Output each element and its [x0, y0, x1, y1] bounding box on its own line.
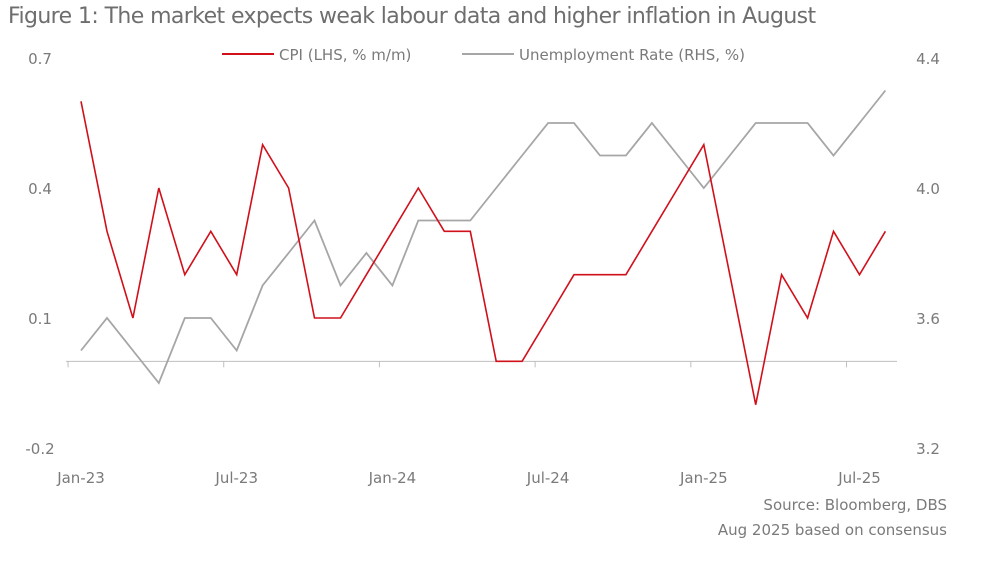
y-right-tick-label: 3.6: [916, 310, 940, 328]
chart-title: Figure 1: The market expects weak labour…: [8, 4, 816, 29]
y-left-tick-label: 0.7: [28, 50, 52, 68]
y-right-tick-label: 4.0: [916, 180, 940, 198]
y-left-tick-label: 0.1: [28, 310, 52, 328]
legend: CPI (LHS, % m/m) Unemployment Rate (RHS, …: [222, 46, 745, 64]
y-right-tick-label: 3.2: [916, 440, 940, 458]
source-note: Source: Bloomberg, DBS: [763, 496, 947, 514]
legend-cpi-label: CPI (LHS, % m/m): [279, 46, 411, 64]
y-left-tick-label: 0.4: [28, 180, 52, 198]
cpi-series-line: [80, 101, 887, 405]
x-tick-label: Jul-24: [526, 469, 570, 487]
x-tick-label: Jan-25: [679, 469, 728, 487]
x-tick-label: Jan-23: [56, 469, 105, 487]
unemployment-series-line: [80, 89, 887, 385]
x-tick-label: Jul-23: [214, 469, 258, 487]
y-left-tick-label: -0.2: [25, 440, 54, 458]
y-right-tick-label: 4.4: [916, 50, 940, 68]
x-tick-label: Jan-24: [368, 469, 417, 487]
consensus-note: Aug 2025 based on consensus: [717, 521, 947, 539]
x-tick-label: Jul-25: [837, 469, 881, 487]
legend-unemployment-label: Unemployment Rate (RHS, %): [519, 46, 745, 64]
